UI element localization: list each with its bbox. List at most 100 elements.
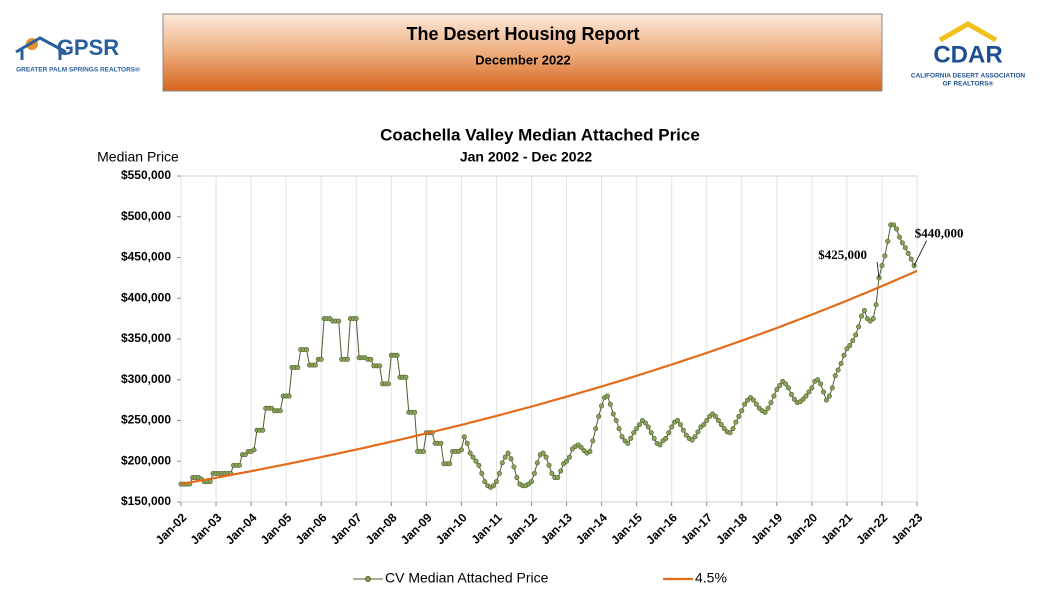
point — [531, 470, 537, 476]
point — [596, 413, 602, 419]
point — [514, 475, 520, 481]
point — [701, 422, 707, 428]
point — [479, 470, 485, 476]
logo-tagline: GREATER PALM SPRINGS REALTORS® — [16, 66, 140, 74]
point — [844, 346, 850, 352]
x-tick-label: Jan-03 — [188, 510, 225, 547]
point — [637, 422, 643, 428]
point — [420, 448, 426, 454]
point — [543, 454, 549, 460]
header-title: The Desert Housing Report — [406, 24, 639, 44]
point — [628, 435, 634, 441]
point — [613, 417, 619, 423]
point — [762, 409, 768, 415]
point — [502, 454, 508, 460]
point — [476, 462, 482, 468]
point — [768, 400, 774, 406]
annotation-leader — [876, 261, 880, 278]
point — [555, 475, 561, 481]
gpsr-logo: GPSR GREATER PALM SPRINGS REALTORS® — [15, 35, 140, 74]
point — [908, 256, 914, 262]
point — [715, 417, 721, 423]
logo-tagline: OF REALTORS® — [943, 80, 994, 88]
x-tick-label: Jan-21 — [818, 510, 855, 547]
x-tick-label: Jan-10 — [433, 510, 470, 547]
y-tick-label: $200,000 — [121, 453, 171, 467]
point — [666, 430, 672, 436]
y-tick-label: $350,000 — [121, 331, 171, 345]
point — [657, 442, 663, 448]
point — [712, 413, 718, 419]
point — [821, 389, 827, 395]
series-line — [180, 269, 918, 486]
point — [896, 234, 902, 240]
x-tick-label: Jan-19 — [748, 510, 785, 547]
point — [800, 396, 806, 402]
point — [496, 470, 502, 476]
x-tick-label: Jan-20 — [783, 510, 820, 547]
x-tick-label: Jan-16 — [643, 510, 680, 547]
point — [882, 253, 888, 259]
point — [885, 238, 891, 244]
point — [721, 426, 727, 432]
point — [458, 447, 464, 453]
point — [295, 365, 301, 371]
point — [651, 435, 657, 441]
point — [663, 435, 669, 441]
point — [344, 356, 350, 362]
header-subtitle: December 2022 — [475, 52, 570, 67]
point — [771, 393, 777, 399]
point — [607, 401, 613, 407]
y-tick-label: $550,000 — [121, 168, 171, 182]
point — [645, 424, 651, 430]
point — [832, 373, 838, 379]
point — [625, 440, 631, 446]
point — [733, 419, 739, 425]
annotation: $425,000 — [818, 247, 867, 262]
logo-name: GPSR — [57, 35, 119, 60]
x-tick-label: Jan-18 — [713, 510, 750, 547]
point — [464, 440, 470, 446]
legend-item: CV Median Attached Price — [353, 570, 549, 586]
point — [491, 483, 497, 489]
y-tick-label: $400,000 — [121, 290, 171, 304]
y-tick-label: $150,000 — [121, 494, 171, 508]
point — [806, 389, 812, 395]
point — [546, 462, 552, 468]
point — [493, 479, 499, 485]
point — [739, 408, 745, 414]
annotation: $440,000 — [915, 226, 964, 241]
x-tick-label: Jan-04 — [223, 510, 260, 547]
point — [736, 413, 742, 419]
point — [648, 430, 654, 436]
point — [742, 401, 748, 407]
point — [783, 381, 789, 387]
cdar-logo: CDAR CALIFORNIA DESERT ASSOCIATION OF RE… — [911, 21, 1025, 88]
point — [412, 409, 418, 415]
x-tick-label: Jan-09 — [398, 510, 435, 547]
x-tick-label: Jan-17 — [678, 510, 715, 547]
point — [841, 352, 847, 358]
point — [242, 452, 248, 458]
x-tick-label: Jan-23 — [889, 510, 926, 547]
point — [540, 450, 546, 456]
point — [578, 444, 584, 450]
point — [859, 313, 865, 319]
x-tick-label: Jan-22 — [854, 510, 891, 547]
point — [511, 464, 517, 470]
point — [680, 427, 686, 433]
point — [312, 362, 318, 368]
point — [870, 316, 876, 322]
point — [470, 454, 476, 460]
y-tick-label: $500,000 — [121, 209, 171, 223]
point — [467, 450, 473, 456]
point — [669, 424, 675, 430]
x-tick-label: Jan-06 — [293, 510, 330, 547]
point — [558, 468, 564, 474]
point — [675, 417, 681, 423]
x-tick-label: Jan-07 — [328, 510, 365, 547]
point — [403, 374, 409, 380]
y-axis-label: Median Price — [97, 149, 179, 165]
point — [689, 437, 695, 443]
